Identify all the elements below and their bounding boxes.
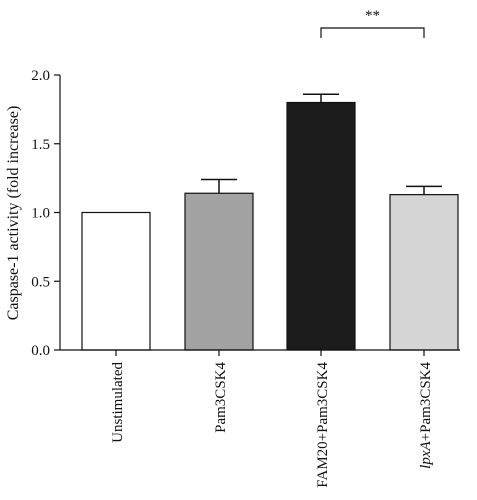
bar [184,192,254,351]
y-tick-label: 1.5 [31,137,50,153]
y-tick-label: 1.0 [31,206,50,222]
x-category-label: lpxA+Pam3CSK4 [418,362,434,469]
bar [81,211,151,351]
x-category-label: Pam3CSK4 [213,362,229,433]
x-category-label: Unstimulated [110,362,126,443]
y-axis-label: Caspase-1 activity (fold increase) [5,106,22,321]
bar [389,194,459,351]
significance-label: ** [365,8,380,24]
x-axis: Unstimulated Pam3CSK4 FAM20+Pam3CSK4 lpxA+P… [60,349,460,488]
bars [81,93,459,351]
significance-annotation: ** [320,8,425,38]
significance-bracket [320,27,425,38]
y-tick-label: 0.0 [31,343,50,359]
y-axis: 0.0 0.5 1.0 1.5 2.0 [31,68,61,359]
bar [286,101,356,351]
y-tick-label: 2.0 [31,68,50,84]
x-category-label: FAM20+Pam3CSK4 [315,362,331,488]
y-tick-label: 0.5 [31,274,50,290]
